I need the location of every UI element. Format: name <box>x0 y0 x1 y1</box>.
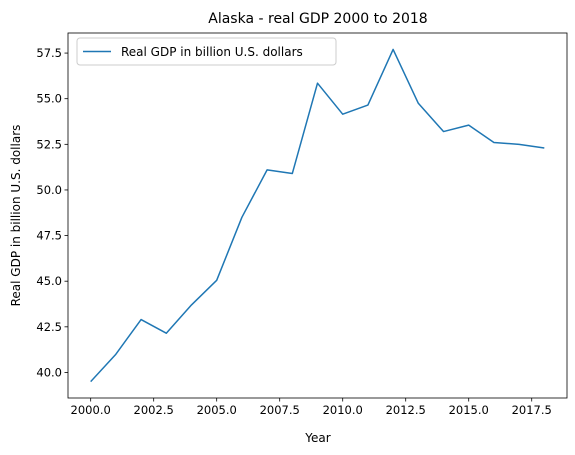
y-tick-label: 45.0 <box>36 274 62 288</box>
x-axis-label: Year <box>304 431 330 445</box>
y-axis: 40.0 42.5 45.0 47.5 50.0 52.5 55.0 57.5 <box>36 46 68 379</box>
x-tick-label: 2015.0 <box>449 403 489 417</box>
y-tick-label: 55.0 <box>36 92 62 106</box>
plot-area <box>90 48 545 383</box>
x-tick-label: 2017.5 <box>512 403 552 417</box>
x-tick-label: 2005.0 <box>197 403 237 417</box>
x-tick-label: 2010.0 <box>323 403 363 417</box>
plot-frame <box>67 32 568 399</box>
x-tick-label: 2000.0 <box>71 403 111 417</box>
legend-label: Real GDP in billion U.S. dollars <box>121 45 303 59</box>
y-tick-label: 50.0 <box>36 183 62 197</box>
x-tick-label: 2012.5 <box>386 403 426 417</box>
y-tick-label: 57.5 <box>36 46 62 60</box>
x-tick-label: 2002.5 <box>134 403 174 417</box>
chart-title: Alaska - real GDP 2000 to 2018 <box>208 11 427 27</box>
y-axis-label: Real GDP in billion U.S. dollars <box>9 125 23 307</box>
y-tick-label: 47.5 <box>36 229 62 243</box>
legend-box <box>76 37 337 66</box>
legend: Real GDP in billion U.S. dollars <box>76 37 337 66</box>
series-line <box>90 48 545 383</box>
x-tick-label: 2007.5 <box>260 403 300 417</box>
x-axis: 2000.0 2002.5 2005.0 2007.5 2010.0 2012.5 2015… <box>71 398 552 417</box>
y-tick-label: 42.5 <box>36 320 62 334</box>
y-tick-label: 40.0 <box>36 365 62 379</box>
y-tick-label: 52.5 <box>36 137 62 151</box>
